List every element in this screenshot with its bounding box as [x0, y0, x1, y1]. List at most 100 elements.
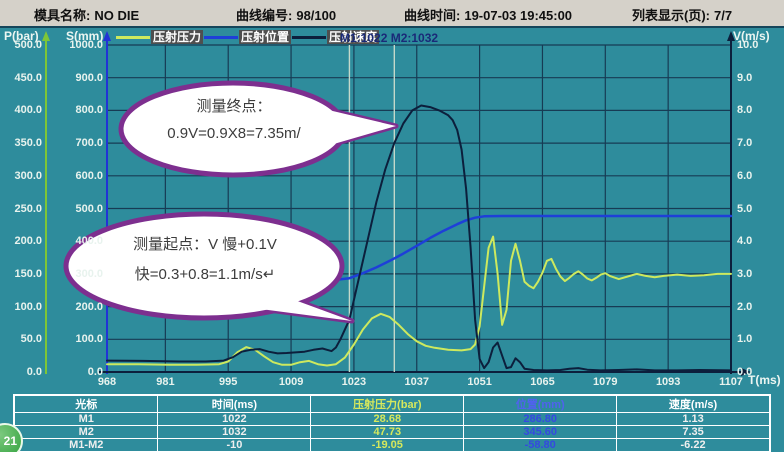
speed-axis-tick: 10.0	[737, 39, 759, 51]
table-cell: -6.22	[616, 438, 771, 452]
table-cell: 28.68	[310, 412, 465, 426]
speed-axis-tick: 1.0	[737, 333, 753, 346]
speed-axis-tick: 3.0	[737, 267, 753, 280]
position-axis-title: S(mm)	[66, 29, 104, 43]
curve-speed	[106, 104, 732, 372]
position-axis-tick: 900.0	[75, 71, 103, 84]
pressure-axis-tick: 150.0	[14, 267, 42, 280]
time-axis-tick: 1051	[467, 376, 492, 388]
time-axis-title: T(ms)	[748, 373, 781, 387]
curve-time-value: 19-07-03 19:45:00	[464, 8, 573, 23]
curve-number-label: 曲线编号:	[236, 8, 293, 23]
speed-axis-tick: 4.0	[737, 235, 753, 248]
position-axis-tick: 800.0	[75, 104, 103, 117]
pressure-axis-tick: 400.0	[14, 104, 42, 117]
time-axis-tick: 1079	[593, 376, 618, 388]
pressure-legend-swatch	[116, 35, 150, 39]
table-cell: -58.80	[463, 438, 618, 452]
measurement-table: 光标 时间(ms) 压射压力(bar) 位置(mm) 速度(m/s) M1 1022 28.6…	[13, 394, 771, 452]
pressure-axis-tick: 350.0	[14, 137, 42, 150]
mold-name-value: NO DIE	[94, 8, 140, 23]
curve-number-value: 98/100	[296, 8, 337, 23]
time-axis-tick: 981	[156, 376, 175, 388]
table-cell: M2	[13, 425, 159, 439]
pressure-axis-tick: 450.0	[14, 71, 42, 84]
table-header-cell: 时间(ms)	[157, 394, 312, 413]
pressure-axis-tick: 250.0	[14, 202, 42, 215]
time-axis-tick: 968	[97, 376, 117, 388]
table-header-cell: 速度(m/s)	[616, 394, 771, 413]
table-cell: 47.73	[310, 425, 465, 439]
table-row: M1 1022 28.68 286.80 1.13	[13, 412, 771, 426]
position-axis-tick: 300.0	[75, 267, 103, 280]
speed-axis-tick: 5.0	[737, 202, 753, 215]
speed-axis-title: V(m/s)	[733, 29, 770, 43]
table-cell: M1	[13, 412, 159, 426]
table-header-cell: 光标	[13, 394, 159, 413]
table-cell: 7.35	[616, 425, 771, 439]
table-header-cell: 位置(mm)	[463, 394, 618, 413]
mold-name-label: 模具名称:	[34, 8, 91, 23]
position-axis-tick: 200.0	[75, 300, 103, 313]
header-bar: 模具名称: NO DIE 曲线编号: 98/100 曲线时间: 19-07-03 19…	[0, 0, 784, 28]
speed-axis-tick: 7.0	[737, 137, 753, 150]
speed-axis-tick: 9.0	[737, 71, 753, 84]
table-cell: 1022	[157, 412, 312, 426]
time-axis-tick: 1037	[404, 376, 430, 388]
speed-legend-label: 压射速度	[327, 30, 380, 44]
speed-axis-tick: 6.0	[737, 169, 753, 182]
speed-axis-tick: 2.0	[737, 300, 753, 313]
table-cell: M1-M2	[13, 438, 159, 452]
pressure-axis-tick: 50.0	[20, 333, 42, 346]
time-axis-tick: 1093	[655, 376, 681, 388]
curve-number-field: 曲线编号: 98/100	[236, 5, 340, 24]
time-axis-tick: 1065	[530, 376, 555, 388]
table-cell: 1.13	[616, 412, 771, 426]
pressure-axis-tick: 300.0	[14, 169, 42, 182]
pressure-axis-tick: 0.0	[26, 366, 42, 378]
table-row: M2 1032 47.73 345.60 7.35	[13, 425, 771, 439]
pressure-axis-tick: 100.0	[14, 300, 42, 313]
table-cell: 345.60	[463, 425, 618, 439]
list-page-value: 7/7	[714, 8, 733, 23]
table-cell: -10	[157, 438, 312, 452]
position-axis-tick: 700.0	[75, 137, 103, 150]
position-axis-tick: 600.0	[75, 169, 103, 182]
page-badge: 21	[0, 423, 23, 452]
position-axis-tick: 400.0	[75, 235, 103, 248]
callout-shapes	[63, 80, 399, 324]
position-axis-tick: 500.0	[75, 202, 103, 215]
curve-time-label: 曲线时间:	[404, 8, 461, 23]
position-legend-label: 压射位置	[239, 30, 292, 44]
chart-axes	[42, 31, 751, 376]
table-header-row: 光标 时间(ms) 压射压力(bar) 位置(mm) 速度(m/s)	[13, 394, 771, 413]
speed-legend-swatch	[292, 35, 327, 39]
curve-time-field: 曲线时间: 19-07-03 19:45:00	[404, 5, 576, 24]
list-page-label: 列表显示(页):	[632, 8, 710, 23]
table-cell: -19.05	[310, 438, 465, 452]
position-axis-tick: 100.0	[75, 333, 103, 346]
time-axis-tick: 1023	[341, 376, 367, 388]
pressure-axis-title: P(bar)	[4, 29, 39, 43]
table-header-cell: 压射压力(bar)	[310, 394, 465, 413]
position-axis-tick: 1000.0	[69, 39, 103, 51]
pressure-axis-tick: 200.0	[14, 235, 42, 248]
cursor-readout: M1:1022 M2:1032	[340, 31, 439, 45]
position-legend-swatch	[204, 35, 239, 39]
chart-legend: 压射压力 压射位置 压射速度	[116, 30, 380, 44]
list-page-field: 列表显示(页): 7/7	[632, 5, 736, 24]
table-row: M1-M2 -10 -19.05 -58.80 -6.22	[13, 438, 771, 452]
time-axis-tick: 995	[219, 376, 238, 388]
mold-name-field: 模具名称: NO DIE	[34, 5, 143, 24]
speed-axis-tick: 8.0	[737, 104, 753, 117]
position-axis-tick: 0.0	[87, 366, 103, 378]
time-axis-tick: 1107	[719, 376, 743, 388]
pressure-axis-tick: 500.0	[14, 39, 42, 51]
pressure-legend-label: 压射压力	[151, 30, 204, 44]
table-cell: 1032	[157, 425, 312, 439]
speed-axis-tick: 0.0	[737, 366, 753, 378]
table-cell: 286.80	[463, 412, 618, 426]
curve-pressure	[106, 235, 732, 367]
